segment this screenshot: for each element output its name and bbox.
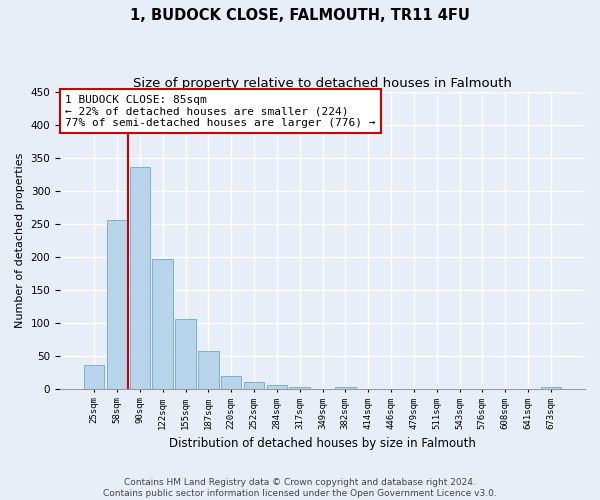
- Bar: [289, 388, 310, 389]
- Bar: [244, 382, 264, 389]
- Text: 1, BUDOCK CLOSE, FALMOUTH, TR11 4FU: 1, BUDOCK CLOSE, FALMOUTH, TR11 4FU: [130, 8, 470, 22]
- X-axis label: Distribution of detached houses by size in Falmouth: Distribution of detached houses by size …: [169, 437, 476, 450]
- Bar: [152, 258, 173, 389]
- Text: 1 BUDOCK CLOSE: 85sqm
← 22% of detached houses are smaller (224)
77% of semi-det: 1 BUDOCK CLOSE: 85sqm ← 22% of detached …: [65, 94, 376, 128]
- Y-axis label: Number of detached properties: Number of detached properties: [15, 152, 25, 328]
- Bar: [221, 376, 241, 389]
- Title: Size of property relative to detached houses in Falmouth: Size of property relative to detached ho…: [133, 78, 512, 90]
- Bar: [266, 386, 287, 389]
- Bar: [541, 388, 561, 389]
- Bar: [198, 351, 218, 389]
- Text: Contains HM Land Registry data © Crown copyright and database right 2024.
Contai: Contains HM Land Registry data © Crown c…: [103, 478, 497, 498]
- Bar: [130, 167, 150, 389]
- Bar: [84, 365, 104, 389]
- Bar: [335, 388, 356, 389]
- Bar: [175, 320, 196, 389]
- Bar: [107, 220, 127, 389]
